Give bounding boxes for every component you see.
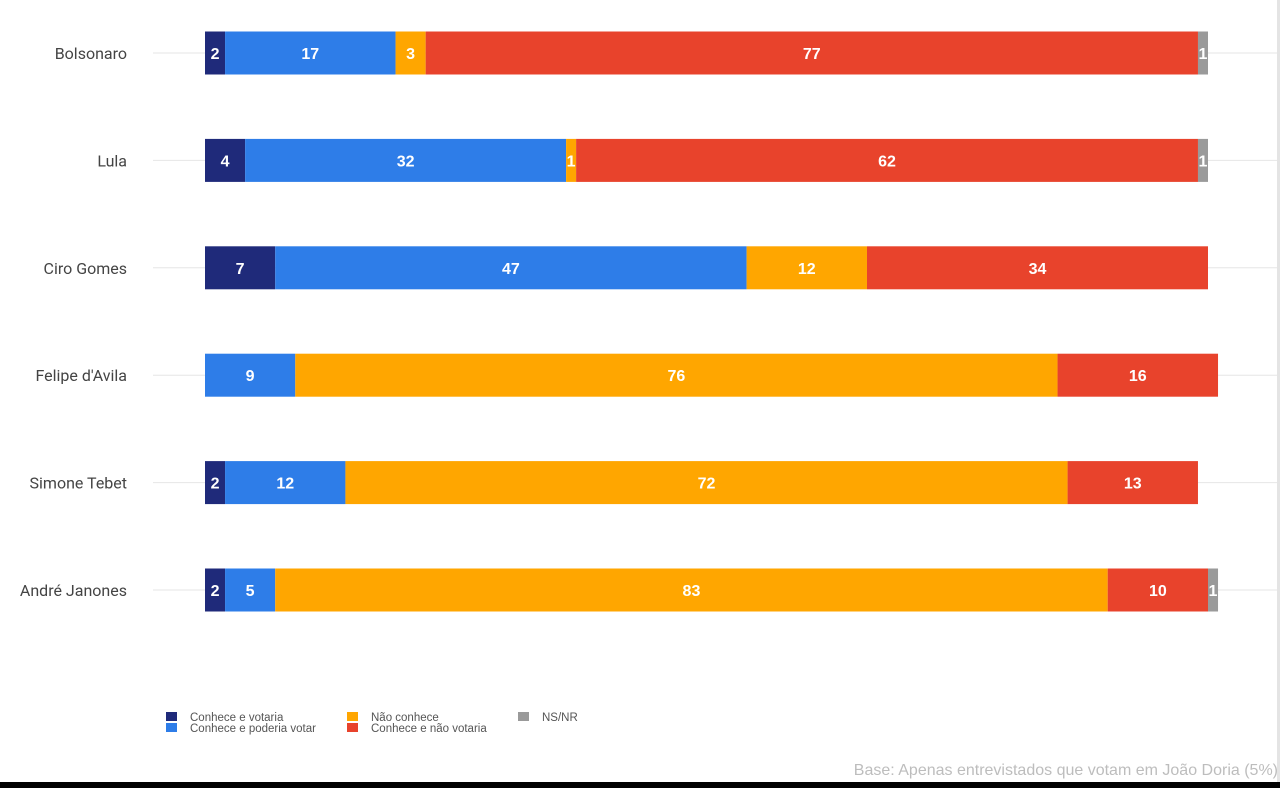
category-label-andre-janones: André Janones — [20, 581, 127, 600]
bar-segment-ciro-gomes-nao-conhece — [746, 246, 867, 290]
category-label-felipe-d-avila: Felipe d'Avila — [35, 366, 127, 385]
bar-segment-bolsonaro-conhece-e-nao-votaria — [425, 31, 1198, 75]
data-label-simone-tebet-conhece-e-votaria: 2 — [211, 476, 220, 493]
legend-item-conhece-e-nao-votaria: Conhece e não votaria — [347, 723, 487, 735]
data-label-lula-nao-conhece: 1 — [567, 153, 576, 170]
bar-segment-bolsonaro-conhece-e-poderia-votar — [225, 31, 396, 75]
category-label-lula: Lula — [97, 151, 127, 170]
legend-swatch — [166, 723, 177, 732]
legend-swatch — [166, 712, 177, 721]
legend-swatch — [518, 712, 529, 721]
category-label-ciro-gomes: Ciro Gomes — [44, 259, 127, 278]
category-label-simone-tebet: Simone Tebet — [30, 474, 127, 493]
data-label-felipe-d-avila-conhece-e-nao-votaria: 16 — [1129, 368, 1147, 385]
data-label-simone-tebet-nao-conhece: 72 — [698, 476, 716, 493]
legend-item-conhece-e-votaria: Conhece e votaria — [166, 712, 284, 724]
bar-segment-simone-tebet-conhece-e-poderia-votar — [225, 461, 346, 505]
bar-segment-andre-janones-nao-conhece — [275, 568, 1108, 612]
data-label-felipe-d-avila-conhece-e-poderia-votar: 9 — [246, 368, 255, 385]
window-edge — [1277, 0, 1280, 782]
data-label-bolsonaro-nao-conhece: 3 — [406, 46, 415, 63]
bar-segment-ciro-gomes-conhece-e-poderia-votar — [275, 246, 747, 290]
legend-label: Conhece e não votaria — [371, 723, 487, 735]
data-label-lula-conhece-e-votaria: 4 — [221, 153, 230, 170]
bar-segment-andre-janones-conhece-e-votaria — [205, 568, 226, 612]
bar-segment-felipe-d-avila-conhece-e-poderia-votar — [205, 353, 296, 397]
data-label-felipe-d-avila-nao-conhece: 76 — [668, 368, 686, 385]
data-label-bolsonaro-ns-nr: 1 — [1199, 46, 1208, 63]
data-label-ciro-gomes-nao-conhece: 12 — [798, 261, 816, 278]
bar-segment-lula-conhece-e-poderia-votar — [245, 138, 567, 182]
bar-segment-simone-tebet-conhece-e-votaria — [205, 461, 226, 505]
data-label-bolsonaro-conhece-e-nao-votaria: 77 — [803, 46, 821, 63]
data-label-lula-conhece-e-poderia-votar: 32 — [397, 153, 415, 170]
bar-segment-simone-tebet-conhece-e-nao-votaria — [1067, 461, 1198, 505]
bar-segment-lula-conhece-e-votaria — [205, 138, 246, 182]
legend-swatch — [347, 723, 358, 732]
data-label-andre-janones-conhece-e-nao-votaria: 10 — [1149, 583, 1167, 600]
data-label-andre-janones-nao-conhece: 83 — [683, 583, 701, 600]
data-label-ciro-gomes-conhece-e-nao-votaria: 34 — [1029, 261, 1047, 278]
legend-item-nao-conhece: Não conhece — [347, 712, 439, 724]
bottom-border — [0, 782, 1280, 788]
legend-item-conhece-e-poderia-votar: Conhece e poderia votar — [166, 723, 316, 735]
bar-segment-felipe-d-avila-nao-conhece — [295, 353, 1058, 397]
data-label-andre-janones-conhece-e-poderia-votar: 5 — [246, 583, 255, 600]
bar-segment-lula-nao-conhece — [566, 138, 577, 182]
data-label-ciro-gomes-conhece-e-votaria: 7 — [236, 261, 245, 278]
bar-segment-ciro-gomes-conhece-e-nao-votaria — [866, 246, 1208, 290]
data-label-ciro-gomes-conhece-e-poderia-votar: 47 — [502, 261, 520, 278]
bar-segment-andre-janones-conhece-e-poderia-votar — [225, 568, 276, 612]
grid-layer — [153, 52, 1277, 591]
legend-label: Conhece e poderia votar — [190, 723, 316, 735]
bars-layer — [205, 31, 1219, 612]
bar-segment-bolsonaro-conhece-e-votaria — [205, 31, 226, 75]
data-label-andre-janones-conhece-e-votaria: 2 — [211, 583, 220, 600]
data-label-lula-ns-nr: 1 — [1199, 153, 1208, 170]
bar-segment-bolsonaro-nao-conhece — [395, 31, 426, 75]
legend-label: Não conhece — [371, 712, 439, 724]
legend-label: Conhece e votaria — [190, 712, 284, 724]
bar-segment-lula-ns-nr — [1197, 138, 1208, 182]
legend-item-ns-nr: NS/NR — [518, 712, 578, 724]
data-label-lula-conhece-e-nao-votaria: 62 — [878, 153, 896, 170]
legend-swatch — [347, 712, 358, 721]
bar-segment-bolsonaro-ns-nr — [1197, 31, 1208, 75]
data-label-andre-janones-ns-nr: 1 — [1209, 583, 1218, 600]
bar-segment-lula-conhece-e-nao-votaria — [576, 138, 1198, 182]
data-label-simone-tebet-conhece-e-poderia-votar: 12 — [276, 476, 294, 493]
footnote: Base: Apenas entrevistados que votam em … — [853, 762, 1278, 779]
legend-label: NS/NR — [542, 712, 578, 724]
data-label-bolsonaro-conhece-e-poderia-votar: 17 — [301, 46, 319, 63]
data-label-simone-tebet-conhece-e-nao-votaria: 13 — [1124, 476, 1142, 493]
bar-segment-simone-tebet-nao-conhece — [345, 461, 1068, 505]
category-label-bolsonaro: Bolsonaro — [55, 44, 127, 63]
bar-segment-ciro-gomes-conhece-e-votaria — [205, 246, 276, 290]
data-label-bolsonaro-conhece-e-votaria: 2 — [211, 46, 220, 63]
bar-segment-andre-janones-ns-nr — [1208, 568, 1219, 612]
bar-segment-felipe-d-avila-conhece-e-nao-votaria — [1057, 353, 1219, 397]
bar-segment-andre-janones-conhece-e-nao-votaria — [1107, 568, 1208, 612]
